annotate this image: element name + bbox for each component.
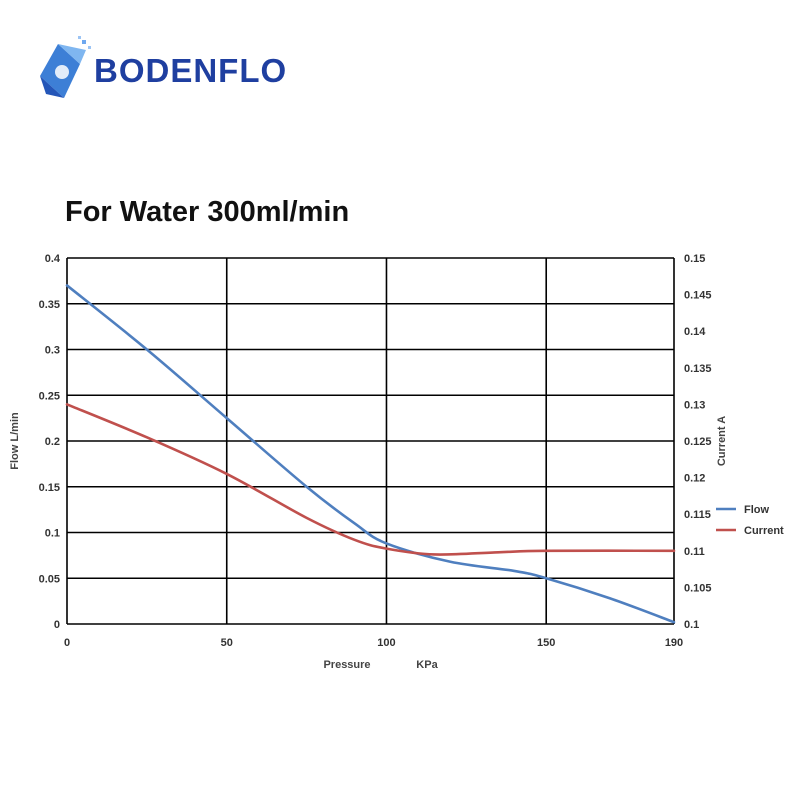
- y-tick-label: 0.15: [39, 482, 60, 494]
- legend-label-flow: Flow: [744, 504, 769, 516]
- chart-title: For Water 300ml/min: [65, 196, 350, 228]
- y2-tick-label: 0.15: [684, 253, 705, 265]
- x-tick-label: 100: [377, 637, 395, 649]
- legend-label-current: Current: [744, 525, 784, 537]
- brand-logo: BODENFLO: [34, 36, 314, 106]
- y-tick-label: 0.25: [39, 390, 60, 402]
- y-axis-label: Flow L/min: [9, 412, 21, 470]
- y2-tick-label: 0.105: [684, 582, 712, 594]
- y-tick-label: 0.2: [45, 436, 60, 448]
- y-tick-label: 0.05: [39, 573, 60, 585]
- x-tick-label: 190: [665, 637, 683, 649]
- y2-tick-label: 0.145: [684, 290, 712, 302]
- y2-axis-label: Current A: [716, 416, 728, 466]
- y-tick-label: 0.3: [45, 345, 60, 357]
- y2-tick-label: 0.115: [684, 509, 711, 521]
- logo-icon: [40, 36, 91, 98]
- y-tick-label: 0.1: [45, 528, 60, 540]
- x-tick-label: 50: [221, 637, 233, 649]
- x-tick-label: 150: [537, 637, 555, 649]
- logo-text: BODENFLO: [94, 52, 288, 89]
- y2-tick-label: 0.1: [684, 619, 699, 631]
- y-tick-label: 0: [54, 619, 60, 631]
- y2-tick-label: 0.14: [684, 326, 706, 338]
- y2-tick-label: 0.12: [684, 473, 705, 485]
- y2-tick-label: 0.135: [684, 363, 712, 375]
- series-line-flow: [65, 284, 676, 624]
- y-tick-label: 0.35: [39, 299, 60, 311]
- x-tick-label: 0: [64, 637, 70, 649]
- y2-tick-label: 0.13: [684, 399, 705, 411]
- x-axis-unit: KPa: [416, 659, 438, 671]
- y-tick-label: 0.4: [45, 253, 61, 265]
- x-axis-label: Pressure: [323, 659, 370, 671]
- y2-tick-label: 0.11: [684, 546, 705, 558]
- series-line-current: [65, 403, 676, 556]
- y2-tick-label: 0.125: [684, 436, 712, 448]
